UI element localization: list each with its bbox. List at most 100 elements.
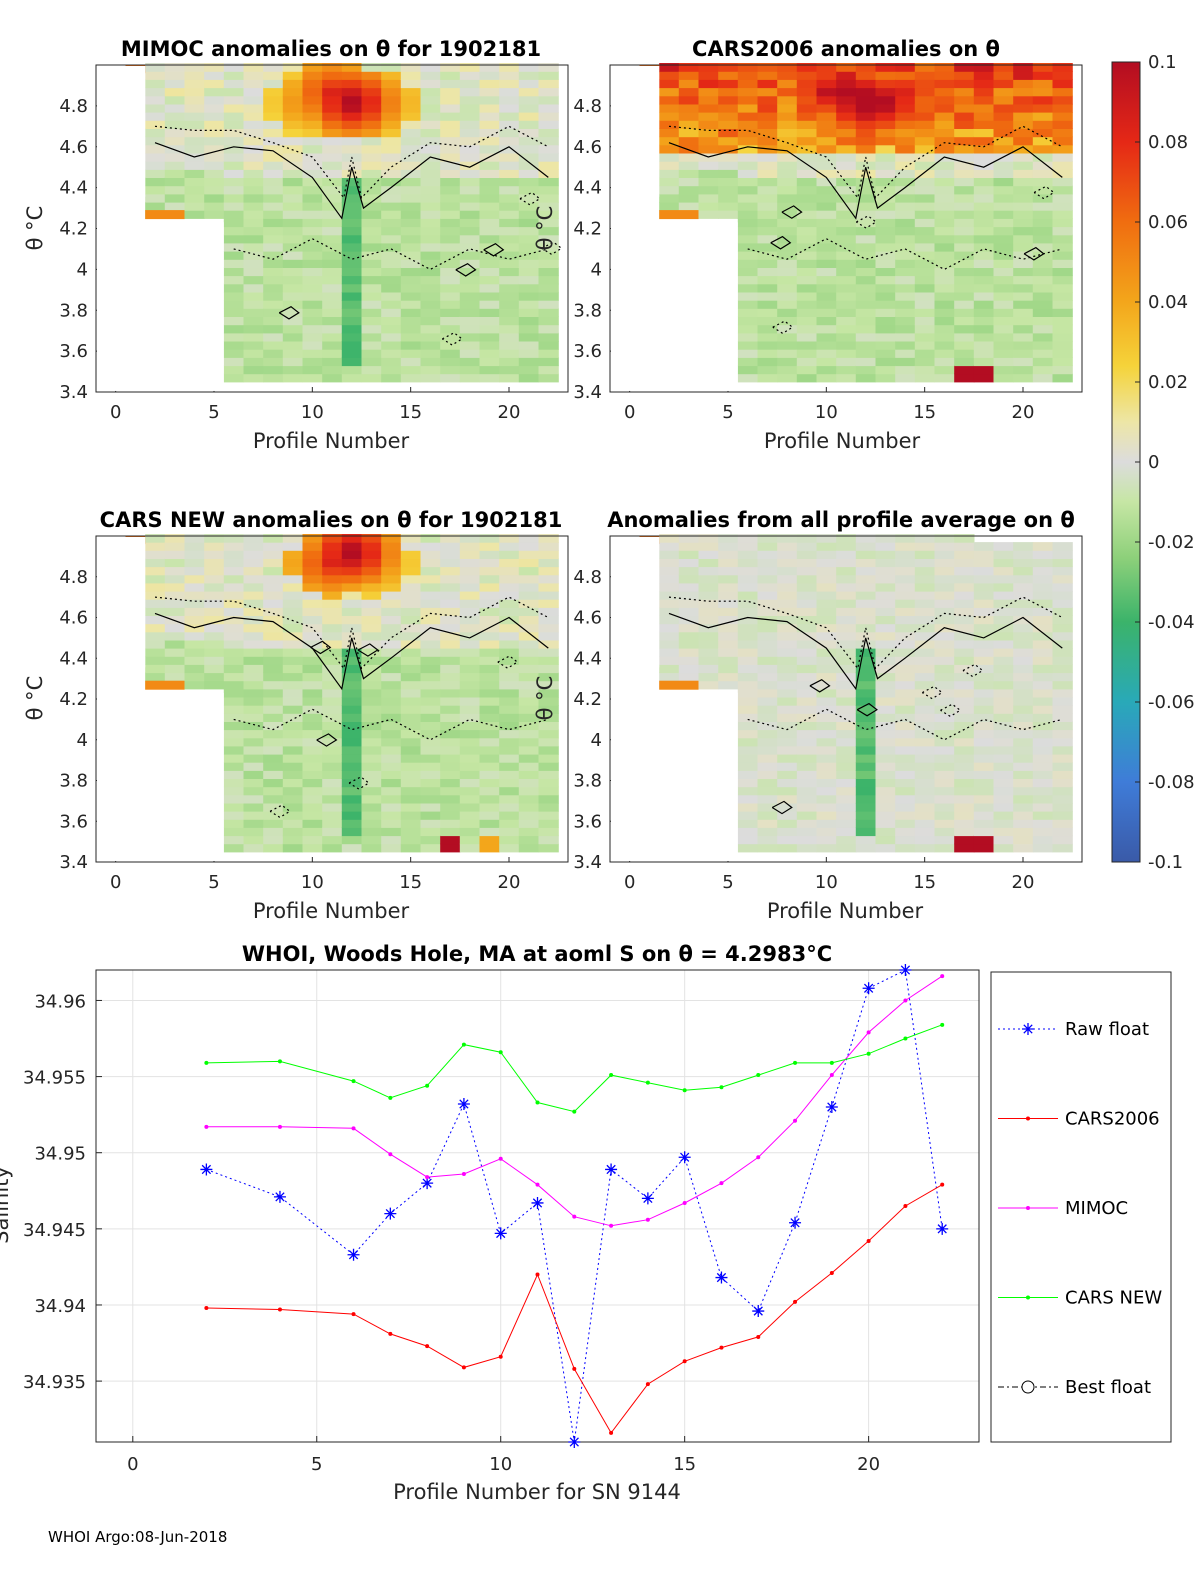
heatmap-cell <box>322 103 343 113</box>
heatmap-cell <box>204 144 225 154</box>
heatmap-cell <box>243 267 264 277</box>
heatmap-cell <box>1052 705 1073 714</box>
heatmap-cell <box>479 688 500 698</box>
panel-mimoc: MIMOC anomalies on θ for 1902181 Profile… <box>23 37 569 453</box>
heatmap-cell <box>1052 226 1073 236</box>
heatmap-cell <box>1052 234 1073 244</box>
heatmap-cell <box>993 607 1014 616</box>
heatmap-cell <box>243 778 264 788</box>
heatmap-cell <box>895 778 916 788</box>
heatmap-cell <box>243 542 264 551</box>
heatmap-cell <box>934 745 955 755</box>
heatmap-cell <box>184 591 205 600</box>
heatmap-cell <box>204 664 225 674</box>
y-ticks: 3.43.63.844.24.44.64.8 <box>59 567 101 873</box>
heatmap-cell <box>400 218 422 228</box>
heatmap-cell <box>400 71 422 80</box>
heatmap-cell <box>718 566 739 576</box>
heatmap-cell <box>737 357 759 367</box>
heatmap-cell <box>263 185 284 195</box>
heatmap-cell <box>341 169 363 178</box>
heatmap-cell <box>678 161 700 170</box>
heatmap-cell <box>993 259 1014 268</box>
heatmap-cell <box>993 631 1014 641</box>
heatmap-cell <box>420 835 441 845</box>
heatmap-cell <box>223 349 245 358</box>
heatmap-cell <box>993 218 1014 228</box>
heatmap-cell <box>381 721 402 731</box>
heatmap-cell <box>737 161 759 170</box>
heatmap-cell <box>757 349 778 358</box>
heatmap-cell <box>895 291 916 301</box>
heatmap-cell <box>400 754 422 763</box>
heatmap-cell <box>875 591 896 600</box>
heatmap-cell <box>875 185 896 195</box>
heatmap-cell <box>1013 778 1034 788</box>
heatmap-cell <box>459 639 481 649</box>
heatmap-cell <box>263 811 284 820</box>
heatmap-cell <box>659 534 680 543</box>
heatmap-cell <box>836 95 857 105</box>
heatmap-cell <box>1052 542 1073 551</box>
heatmap-cell <box>777 234 798 244</box>
heatmap-cell <box>282 566 304 576</box>
heatmap-cell <box>302 349 323 358</box>
heatmap-cell <box>420 210 441 219</box>
y-tick-label: 34.95 <box>34 1144 86 1165</box>
heatmap-cell <box>855 218 877 228</box>
heatmap-cell <box>145 193 166 203</box>
heatmap-cell <box>777 210 798 219</box>
heatmap-cell <box>223 737 245 747</box>
data-point <box>572 1109 577 1114</box>
heatmap-cell <box>440 827 461 837</box>
heatmap-cell <box>836 79 857 89</box>
heatmap-cell <box>282 697 304 706</box>
heatmap-cell <box>381 656 402 665</box>
heatmap-cell <box>223 161 245 170</box>
heatmap-cell <box>993 300 1014 309</box>
heatmap-cell <box>341 185 363 195</box>
heatmap-cell <box>954 112 975 121</box>
x-tick-label: 15 <box>399 402 422 423</box>
heatmap-cell <box>757 267 778 277</box>
heatmap-cell <box>1013 373 1034 383</box>
heatmap-cell <box>914 550 936 559</box>
heatmap-cell <box>243 672 264 682</box>
heatmap-cell <box>934 534 955 543</box>
heatmap-cell <box>459 835 481 845</box>
heatmap-cell <box>875 542 896 551</box>
heatmap-cell <box>914 705 936 714</box>
heatmap-cell <box>757 721 778 731</box>
heatmap-cell <box>1052 550 1073 559</box>
heatmap-cell <box>420 534 441 543</box>
heatmap-cell <box>282 729 304 739</box>
data-point <box>678 1151 691 1164</box>
heatmap-cells <box>125 534 559 853</box>
heatmap-cell <box>855 201 877 211</box>
heatmap-cell <box>164 664 186 674</box>
heatmap-cell <box>263 95 284 105</box>
contour-line <box>357 643 379 657</box>
heatmap-cell <box>1032 169 1054 178</box>
heatmap-cell <box>855 639 877 649</box>
legend-marker <box>1022 1023 1034 1035</box>
heatmap-cell <box>855 300 877 309</box>
heatmap-cell <box>518 631 540 641</box>
heatmap-cell <box>875 680 896 690</box>
x-tick-label: 10 <box>489 1454 512 1475</box>
heatmap-cell <box>678 79 700 89</box>
heatmap-cell <box>1052 308 1073 317</box>
heatmap-cell <box>855 365 877 375</box>
heatmap-cell <box>954 582 975 592</box>
contour-lines <box>154 125 563 346</box>
heatmap-cell <box>223 599 245 608</box>
heatmap-cell <box>164 639 186 649</box>
heatmap-cell <box>698 664 719 674</box>
heatmap-cell <box>341 332 363 342</box>
heatmap-cell <box>796 811 818 820</box>
heatmap-cell <box>757 827 778 837</box>
heatmap-cell <box>718 591 739 600</box>
heatmap-cell <box>954 599 975 608</box>
heatmap-cell <box>518 300 540 309</box>
heatmap-cell <box>164 574 186 584</box>
